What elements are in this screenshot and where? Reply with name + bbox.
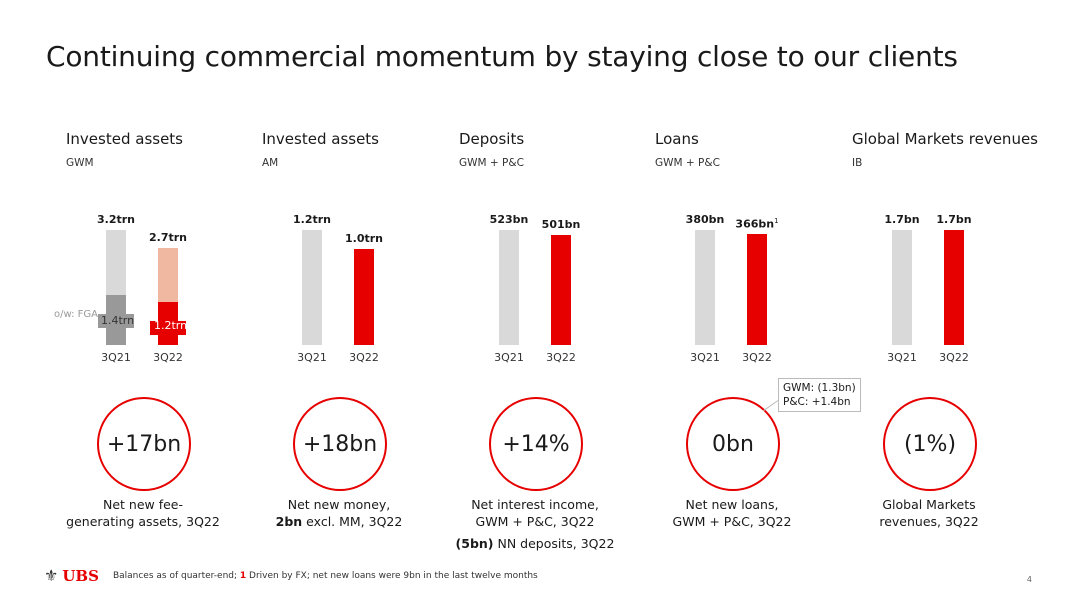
x-tick-label: 3Q21 — [690, 351, 720, 364]
footer-text-start: Balances as of quarter-end; — [112, 570, 240, 581]
bar-3q21 — [695, 230, 715, 345]
footer-text: Balances as of quarter-end; 1 Driven by … — [113, 571, 538, 581]
panel-loans: Loans GWM + P&C — [655, 0, 845, 560]
bar-3q22 — [747, 234, 767, 345]
kpi-label-line: Global Markets — [882, 497, 976, 512]
x-tick-label: 3Q21 — [494, 351, 524, 364]
kpi-label: Net interest income, GWM + P&C, 3Q22 — [440, 496, 630, 530]
kpi-value: (1%) — [903, 431, 957, 457]
callout-line: GWM: (1.3bn) — [783, 382, 856, 394]
kpi-label-line: Net interest income, — [471, 497, 599, 512]
panel-invested-assets-am: Invested assets AM — [262, 0, 452, 560]
ubs-keys-icon: ⚜ — [44, 566, 59, 585]
bar-value-label: 523bn — [489, 213, 529, 226]
bar-value-label: 1.2trn — [292, 213, 332, 226]
footnote-number: 1 — [239, 570, 247, 581]
kpi-label-line: Net new money, — [287, 497, 391, 512]
bar-3q22 — [944, 230, 964, 345]
bar-value-label: 501bn — [541, 218, 581, 231]
kpi-label-line: Net new fee- — [102, 497, 184, 512]
panel-title: Deposits — [459, 130, 525, 148]
kpi-circle: +14% — [489, 397, 583, 491]
bar-value-label: 1.7bn — [884, 213, 920, 226]
kpi-value: +18bn — [302, 431, 378, 457]
bar-3q21 — [302, 230, 322, 345]
kpi-value: +14% — [502, 431, 570, 457]
fga-value-3q22: 1.2trn — [154, 319, 188, 332]
kpi-circle: (1%) — [883, 397, 977, 491]
callout-line: P&C: +1.4bn — [783, 396, 851, 408]
x-tick-label: 3Q21 — [297, 351, 327, 364]
panel-title: Invested assets — [66, 130, 183, 148]
bar-value-label: 1.7bn — [936, 213, 972, 226]
footer: ⚜ UBS Balances as of quarter-end; 1 Driv… — [44, 566, 538, 585]
kpi-circle: 0bn — [686, 397, 780, 491]
panel-title: Invested assets — [262, 130, 379, 148]
bar-value-label: 1.0trn — [344, 232, 384, 245]
kpi-label: Net new loans, GWM + P&C, 3Q22 — [637, 496, 827, 530]
kpi-extra-rest: NN deposits, 3Q22 — [493, 536, 615, 551]
bar-value-label: 380bn — [685, 213, 725, 226]
kpi-label-rest: excl. MM, 3Q22 — [302, 514, 403, 529]
kpi-label-line: GWM + P&C, 3Q22 — [475, 514, 595, 529]
panel-deposits: Deposits GWM + P&C — [459, 0, 649, 560]
x-tick-label: 3Q22 — [349, 351, 379, 364]
kpi-label-line: generating assets, 3Q22 — [66, 514, 220, 529]
loans-callout: GWM: (1.3bn) P&C: +1.4bn — [778, 378, 861, 412]
fga-note: o/w: FGA — [54, 309, 99, 320]
footnote-mark: 1 — [774, 217, 779, 225]
x-tick-label: 3Q22 — [153, 351, 183, 364]
bar-3q21 — [499, 230, 519, 345]
bar-3q22 — [354, 249, 374, 345]
x-tick-label: 3Q22 — [546, 351, 576, 364]
kpi-label-line: revenues, 3Q22 — [879, 514, 979, 529]
kpi-value: +17bn — [106, 431, 182, 457]
kpi-label: Net new fee- generating assets, 3Q22 — [48, 496, 238, 530]
kpi-label: Global Markets revenues, 3Q22 — [834, 496, 1024, 530]
x-tick-label: 3Q22 — [939, 351, 969, 364]
bar-value-label: 2.7trn — [148, 231, 188, 244]
panel-subtitle: AM — [262, 157, 279, 169]
kpi-circle: +17bn — [97, 397, 191, 491]
panel-title: Loans — [655, 130, 699, 148]
bar-value-label: 366bn1 — [735, 217, 779, 231]
panel-subtitle: IB — [852, 157, 863, 169]
kpi-label: Net new money, 2bn excl. MM, 3Q22 — [244, 496, 434, 530]
panel-subtitle: GWM — [66, 157, 94, 169]
kpi-label-line: 2bn excl. MM, 3Q22 — [244, 513, 434, 530]
slide-title: Continuing commercial momentum by stayin… — [46, 40, 958, 73]
kpi-circle: +18bn — [293, 397, 387, 491]
kpi-label-line: Net new loans, — [685, 497, 779, 512]
panel-subtitle: GWM + P&C — [655, 157, 720, 169]
kpi-extra-bold: (5bn) — [455, 536, 494, 551]
bar-3q22 — [551, 235, 571, 345]
panel-global-markets: Global Markets revenues IB — [852, 0, 1042, 560]
overlay-band-3q22 — [150, 321, 186, 335]
panel-title: Global Markets revenues — [852, 130, 1038, 148]
x-tick-label: 3Q22 — [742, 351, 772, 364]
page-number: 4 — [1026, 575, 1032, 584]
panel-invested-assets-gwm: Invested assets GWM — [66, 0, 256, 560]
kpi-value: 0bn — [712, 431, 754, 457]
kpi-label-bold: 2bn — [275, 514, 303, 529]
overlay-band-3q21 — [98, 314, 134, 328]
footer-text-end: Driven by FX; net new loans were 9bn in … — [246, 570, 538, 581]
x-tick-label: 3Q21 — [101, 351, 131, 364]
ubs-logo: UBS — [62, 566, 99, 585]
bar-3q21 — [892, 230, 912, 345]
kpi-extra: (5bn) NN deposits, 3Q22 — [440, 536, 630, 551]
panel-subtitle: GWM + P&C — [459, 157, 524, 169]
kpi-label-line: GWM + P&C, 3Q22 — [672, 514, 792, 529]
fga-value-3q21: 1.4trn — [101, 314, 135, 327]
bar-value-label: 3.2trn — [96, 213, 136, 226]
x-tick-label: 3Q21 — [887, 351, 917, 364]
